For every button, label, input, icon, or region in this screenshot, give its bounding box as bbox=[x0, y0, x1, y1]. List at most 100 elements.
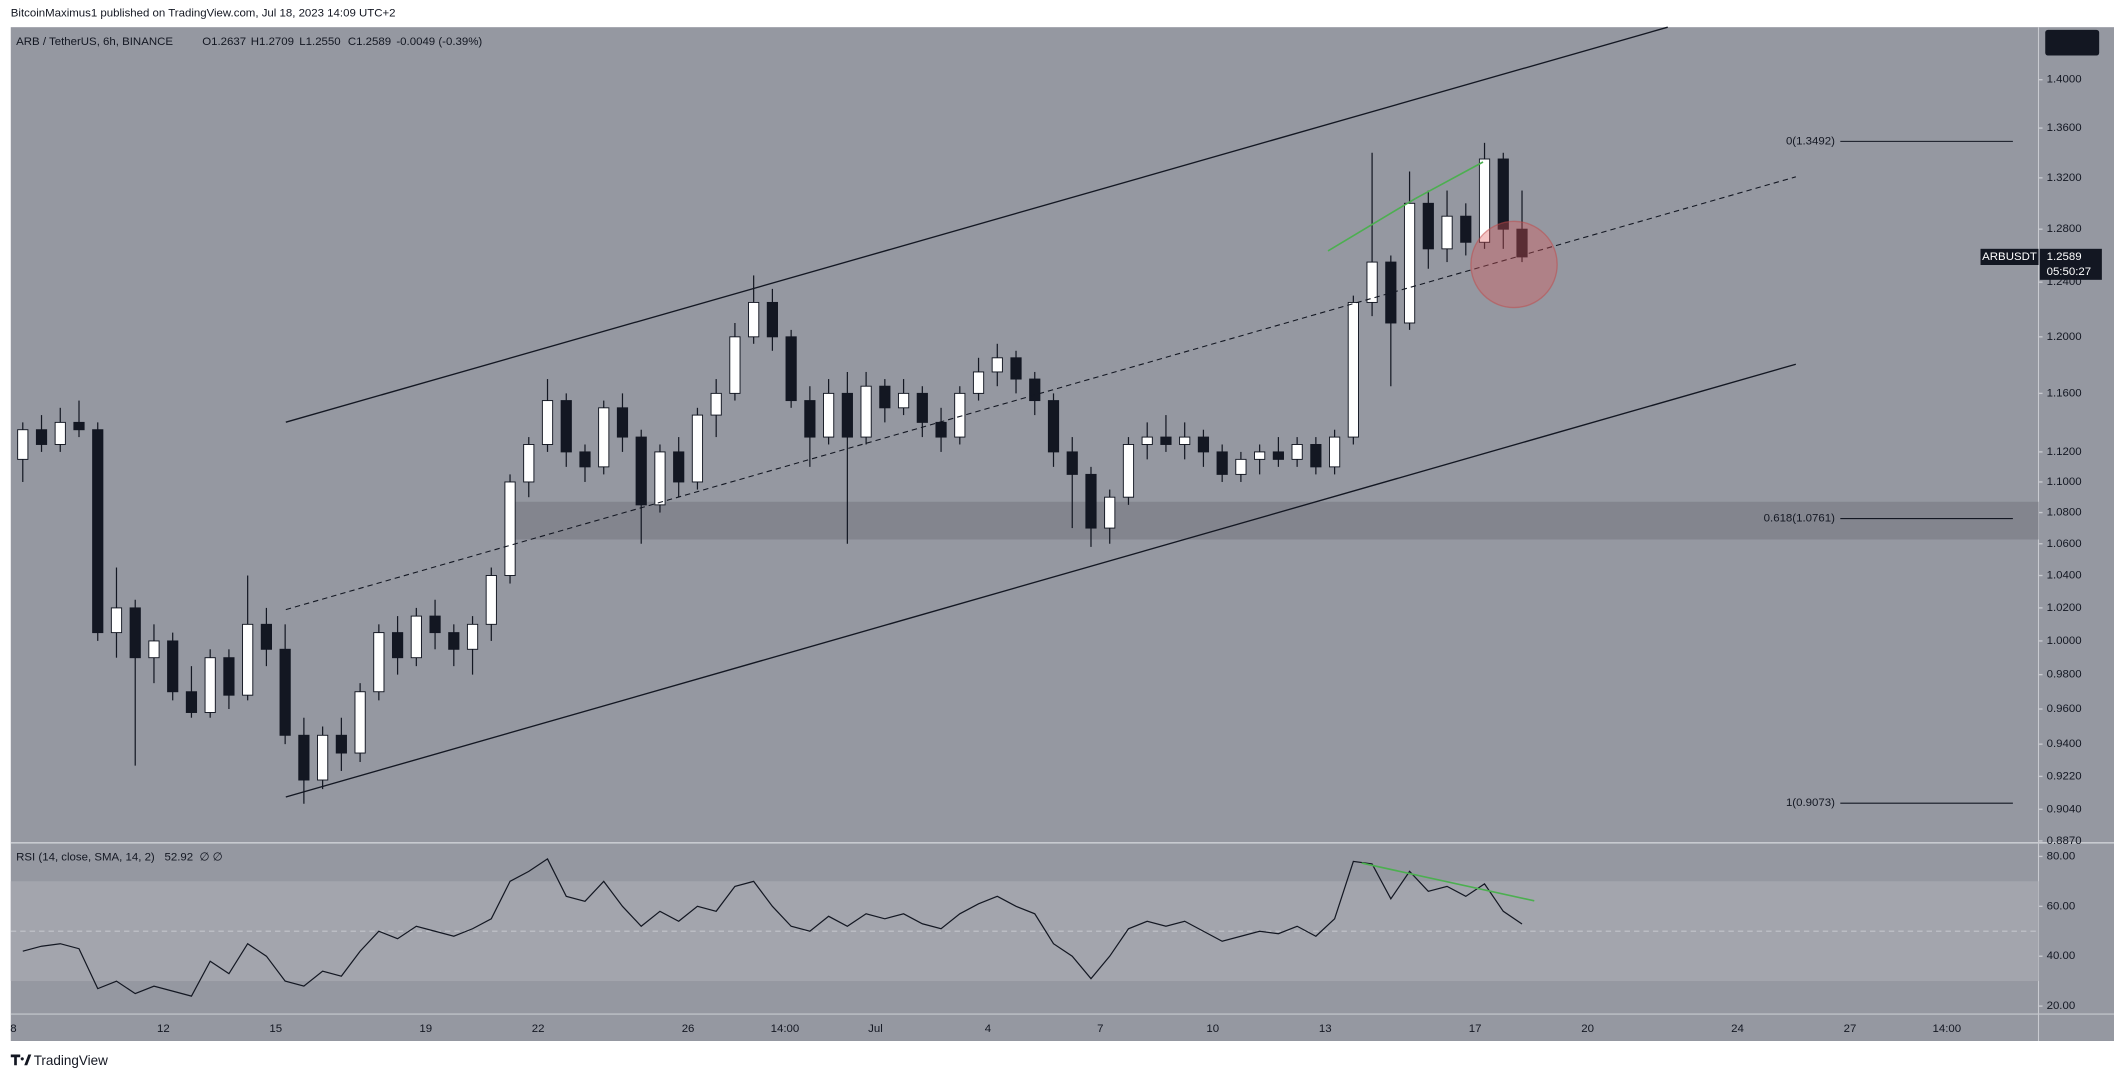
candle-body bbox=[1422, 202, 1434, 250]
candle-body bbox=[1010, 357, 1022, 380]
candle-body bbox=[729, 336, 741, 394]
x-tick-label: 13 bbox=[1319, 1023, 1332, 1035]
candle-body bbox=[954, 392, 966, 438]
candle-body bbox=[1385, 261, 1397, 324]
candle-body bbox=[1047, 400, 1060, 453]
candle-body bbox=[635, 436, 647, 506]
divergence-line bbox=[1415, 161, 1484, 200]
x-tick-label: 20 bbox=[1581, 1023, 1594, 1035]
candle-body bbox=[673, 451, 685, 483]
y-tick-label: 1.1200 bbox=[2047, 446, 2082, 458]
candle-body bbox=[466, 623, 479, 650]
candle-body bbox=[1291, 444, 1303, 460]
candle-body bbox=[35, 429, 48, 445]
ohlc-legend: O1.2637 H1.2709 L1.2550 C1.2589 -0.0049 (-0.… bbox=[202, 36, 482, 48]
candle-body bbox=[317, 734, 329, 781]
candle-body bbox=[1066, 451, 1078, 475]
candle-body bbox=[279, 648, 291, 736]
y-tick-label: 0.9400 bbox=[2047, 738, 2082, 750]
candle-body bbox=[1347, 301, 1359, 438]
candle-body bbox=[1366, 261, 1378, 303]
ticker-tag-label: ARBUSDT bbox=[1982, 251, 2037, 263]
x-tick-label: 15 bbox=[269, 1023, 282, 1035]
candle-body bbox=[1310, 444, 1322, 468]
rsi-line bbox=[22, 858, 1523, 997]
candle-body bbox=[598, 407, 610, 468]
y-tick-label: 60.00 bbox=[2047, 900, 2076, 912]
candle-body bbox=[1216, 451, 1228, 475]
candle-body bbox=[354, 691, 366, 754]
candle-body bbox=[391, 632, 404, 659]
candle-body bbox=[110, 607, 123, 634]
candle-body bbox=[560, 400, 572, 453]
y-tick-label: 1.1600 bbox=[2047, 387, 2082, 399]
candle-body bbox=[1085, 473, 1097, 529]
candle-body bbox=[242, 623, 254, 696]
candle-body bbox=[897, 392, 910, 409]
y-tick-label: 1.0800 bbox=[2047, 507, 2082, 519]
legend-value: C1.2589 bbox=[348, 36, 391, 48]
candle-body bbox=[92, 429, 104, 634]
candle-body bbox=[1403, 202, 1416, 324]
channel-upper bbox=[285, 26, 1668, 423]
candle-body bbox=[429, 615, 441, 634]
candle-body bbox=[785, 336, 797, 402]
candle-body bbox=[1235, 458, 1247, 475]
x-tick-label: 7 bbox=[1097, 1023, 1103, 1035]
y-tick-label: 1.0400 bbox=[2047, 570, 2082, 582]
x-tick-label: 26 bbox=[682, 1023, 695, 1035]
y-tick-label: 0.9800 bbox=[2047, 669, 2082, 681]
price-axis-bg bbox=[2038, 27, 2114, 1042]
y-tick-label: 40.00 bbox=[2047, 950, 2076, 962]
candle-body bbox=[54, 421, 66, 445]
candle-body bbox=[1516, 228, 1528, 258]
candle-body bbox=[335, 734, 347, 754]
candle-body bbox=[616, 407, 629, 438]
divergence-line bbox=[1327, 197, 1417, 252]
candle-body bbox=[17, 429, 29, 460]
candle-body bbox=[841, 392, 853, 438]
candle-body bbox=[223, 657, 235, 696]
y-tick-label: 0.8870 bbox=[2047, 835, 2082, 847]
x-tick-label: 4 bbox=[985, 1023, 992, 1035]
candle-body bbox=[916, 392, 928, 423]
candle-body bbox=[204, 657, 216, 713]
fib-label: 0(1.3492) bbox=[1786, 135, 1835, 147]
candle-body bbox=[579, 451, 591, 468]
candle-body bbox=[1029, 378, 1041, 402]
channel-lower bbox=[285, 363, 1797, 798]
candle-body bbox=[1197, 436, 1210, 453]
candle-body bbox=[298, 734, 310, 781]
candle-body bbox=[1441, 215, 1453, 250]
drawings bbox=[285, 26, 1797, 902]
candle-body bbox=[1329, 436, 1341, 468]
y-tick-label: 0.9220 bbox=[2047, 770, 2082, 782]
ticker-tag bbox=[1980, 248, 2039, 265]
price-tag-label: 1.2589 bbox=[2047, 251, 2082, 263]
y-tick-label: 0.9040 bbox=[2047, 803, 2082, 815]
plot bbox=[17, 142, 1528, 997]
rsi-divergence-line bbox=[1361, 862, 1535, 902]
candle-body bbox=[710, 392, 722, 416]
y-tick-label: 1.0600 bbox=[2047, 538, 2082, 550]
x-tick-label: 27 bbox=[1844, 1023, 1857, 1035]
toolbar-button[interactable] bbox=[2045, 29, 2100, 56]
y-tick-label: 1.0200 bbox=[2047, 602, 2082, 614]
y-tick-label: 1.1000 bbox=[2047, 476, 2082, 488]
highlight-circle bbox=[1470, 220, 1558, 309]
candle-body bbox=[1141, 436, 1153, 445]
candle-body bbox=[1460, 215, 1472, 243]
candle-body bbox=[1160, 436, 1172, 445]
candle-body bbox=[260, 623, 273, 650]
candle-body bbox=[804, 400, 816, 438]
legend-value: O1.2637 bbox=[202, 36, 246, 48]
y-tick-label: 1.4000 bbox=[2047, 74, 2082, 86]
candle-body bbox=[541, 400, 554, 445]
y-tick-label: 1.3200 bbox=[2047, 172, 2082, 184]
symbol: ARB / TetherUS, 6h, BINANCE bbox=[16, 36, 173, 48]
x-tick-label: 14:00 bbox=[1933, 1023, 1962, 1035]
candle-body bbox=[1272, 451, 1284, 460]
candle-body bbox=[410, 615, 422, 659]
legend-value: H1.2709 bbox=[251, 36, 294, 48]
